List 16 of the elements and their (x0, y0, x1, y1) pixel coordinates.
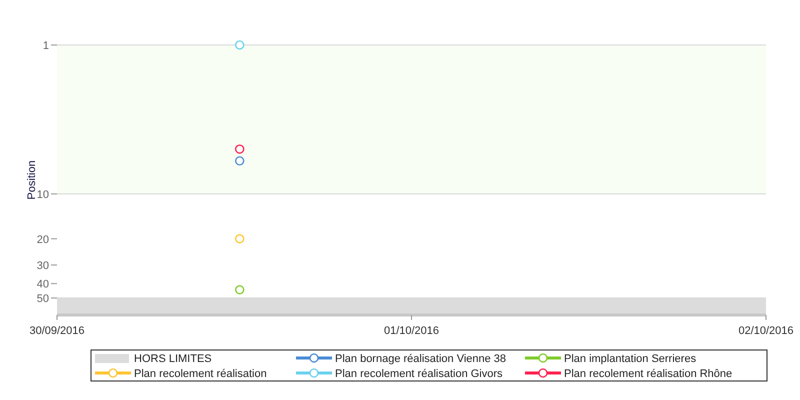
legend-label: Plan bornage réalisation Vienne 38 (335, 353, 506, 365)
y-tick-label: 20 (36, 234, 49, 246)
x-tick-label: 01/10/2016 (384, 325, 440, 337)
y-tick-label: 1 (42, 40, 49, 52)
x-tick-label: 30/09/2016 (29, 325, 85, 337)
x-tick-label: 02/10/2016 (738, 325, 794, 337)
legend-label: Plan recolement réalisation Rhône (564, 368, 732, 380)
legend-label: Plan recolement réalisation (134, 368, 267, 380)
legend-label: Plan implantation Serrieres (564, 353, 697, 365)
y-tick-label: 40 (36, 278, 49, 291)
y-tick-label: 30 (36, 260, 49, 272)
legend-label: HORS LIMITES (134, 353, 212, 365)
y-axis-title: Position (26, 160, 38, 200)
y-tick-label: 10 (36, 188, 49, 201)
y-tick-label: 50 (36, 293, 49, 306)
legend-label: Plan recolement réalisation Givors (335, 368, 504, 380)
